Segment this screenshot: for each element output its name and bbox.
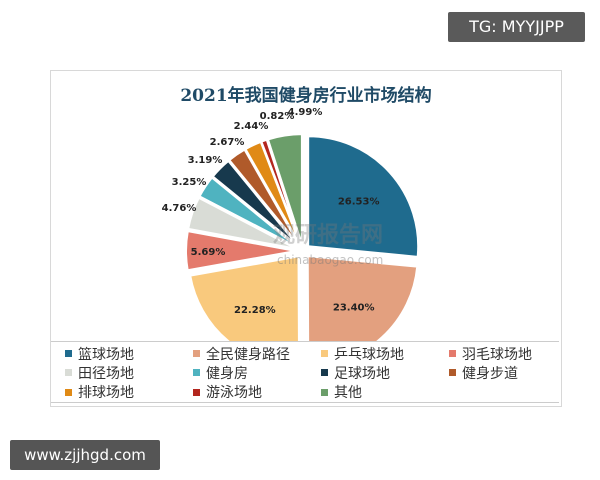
- data-label: 5.69%: [191, 247, 226, 258]
- legend-item: 全民健身路径: [193, 344, 321, 363]
- data-label: 2.44%: [234, 121, 269, 132]
- legend-swatch: [193, 388, 200, 396]
- legend-swatch: [193, 369, 200, 377]
- data-label: 22.28%: [234, 305, 276, 316]
- legend: 篮球场地 全民健身路径 乒乓球场地 羽毛球场地田径场地 健身房 足球场地 健身步道排球场地 游…: [51, 341, 559, 403]
- legend-swatch: [321, 388, 328, 396]
- legend-item: 健身步道: [449, 363, 573, 382]
- legend-swatch: [449, 369, 456, 377]
- legend-swatch: [65, 369, 72, 377]
- data-label: 23.40%: [333, 303, 375, 314]
- data-label: 4.99%: [288, 107, 323, 118]
- chart-title: 2021年我国健身房行业市场结构: [180, 86, 432, 106]
- legend-item: 羽毛球场地: [449, 344, 573, 363]
- legend-item: 健身房: [193, 363, 321, 382]
- legend-label: 乒乓球场地: [334, 346, 404, 363]
- legend-label: 其他: [334, 385, 362, 402]
- legend-label: 游泳场地: [206, 385, 262, 402]
- pie-slice: [187, 196, 297, 250]
- data-label: 4.76%: [162, 203, 197, 214]
- data-label: 3.25%: [172, 177, 207, 188]
- pie-slice: [307, 135, 420, 258]
- legend-item: 游泳场地: [193, 383, 321, 402]
- legend-label: 足球场地: [334, 365, 390, 382]
- data-label: 3.19%: [188, 155, 223, 166]
- data-label: 2.67%: [210, 137, 245, 148]
- site-badge: www.zjjhgd.com: [10, 440, 160, 470]
- legend-item: 足球场地: [321, 363, 449, 382]
- legend-item: 田径场地: [65, 363, 193, 382]
- pie-slice: [198, 176, 298, 249]
- tg-badge: TG: MYYJJPP: [448, 12, 585, 42]
- legend-label: 全民健身路径: [206, 346, 290, 363]
- legend-item: 篮球场地: [65, 344, 193, 363]
- legend-item: 乒乓球场地: [321, 344, 449, 363]
- data-label: 0.82%: [260, 111, 295, 122]
- watermark-name: 观研报告网: [273, 223, 384, 248]
- legend-label: 羽毛球场地: [462, 346, 532, 363]
- pie-slice: [189, 255, 300, 341]
- legend-label: 篮球场地: [78, 346, 134, 363]
- pie-slice: [306, 255, 419, 341]
- legend-label: 田径场地: [78, 365, 134, 382]
- legend-item: 排球场地: [65, 383, 193, 402]
- watermark-url: chinabaogao.com: [277, 253, 384, 267]
- legend-swatch: [449, 350, 456, 357]
- chart-frame: 2021年我国健身房行业市场结构 26.53% 23.40% 22.28% 5.69%…: [50, 70, 562, 407]
- legend-swatch: [65, 388, 72, 396]
- legend-label: 健身房: [206, 365, 248, 382]
- legend-swatch: [321, 369, 328, 377]
- legend-swatch: [65, 350, 72, 357]
- data-label: 26.53%: [338, 196, 380, 207]
- pie-slice: [266, 133, 303, 245]
- legend-swatch: [193, 350, 200, 357]
- legend-label: 排球场地: [78, 385, 134, 402]
- legend-label: 健身步道: [462, 365, 518, 382]
- legend-item: 其他: [321, 383, 449, 402]
- pie-slice: [227, 148, 300, 246]
- pie-slice: [185, 229, 297, 272]
- pie-slice: [211, 159, 299, 247]
- pie-slice: [260, 138, 302, 245]
- pie-chart: 26.53% 23.40% 22.28% 5.69% 4.76% 3.25% 3.19% 2.…: [162, 107, 420, 341]
- legend-swatch: [321, 350, 328, 357]
